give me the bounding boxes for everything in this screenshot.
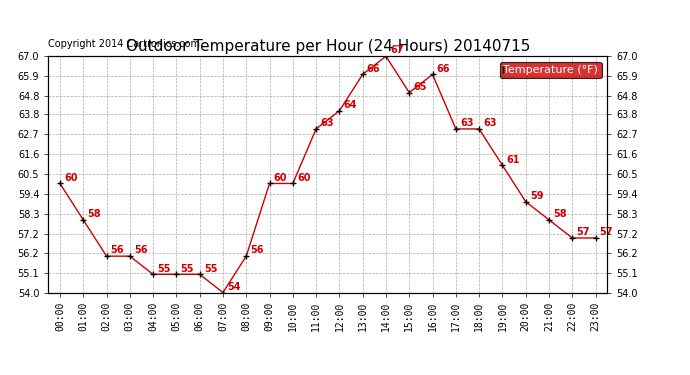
Text: 66: 66 [437,64,450,74]
Text: 55: 55 [157,264,170,273]
Text: 64: 64 [344,100,357,110]
Title: Outdoor Temperature per Hour (24 Hours) 20140715: Outdoor Temperature per Hour (24 Hours) … [126,39,530,54]
Text: 60: 60 [297,172,310,183]
Text: 57: 57 [600,227,613,237]
Text: 56: 56 [110,245,124,255]
Text: 57: 57 [576,227,590,237]
Text: 56: 56 [134,245,148,255]
Text: 58: 58 [553,209,566,219]
Text: 63: 63 [483,118,497,128]
Text: 60: 60 [64,172,77,183]
Text: 55: 55 [181,264,194,273]
Text: 67: 67 [390,45,404,56]
Text: 65: 65 [413,82,427,92]
Text: Copyright 2014 Cartronics.com: Copyright 2014 Cartronics.com [48,39,200,49]
Text: 60: 60 [274,172,287,183]
Text: 58: 58 [88,209,101,219]
Text: 63: 63 [320,118,334,128]
Text: 66: 66 [367,64,380,74]
Legend: Temperature (°F): Temperature (°F) [500,62,602,78]
Text: 59: 59 [530,191,543,201]
Text: 54: 54 [227,282,241,292]
Text: 55: 55 [204,264,217,273]
Text: 61: 61 [506,154,520,165]
Text: 63: 63 [460,118,473,128]
Text: 56: 56 [250,245,264,255]
